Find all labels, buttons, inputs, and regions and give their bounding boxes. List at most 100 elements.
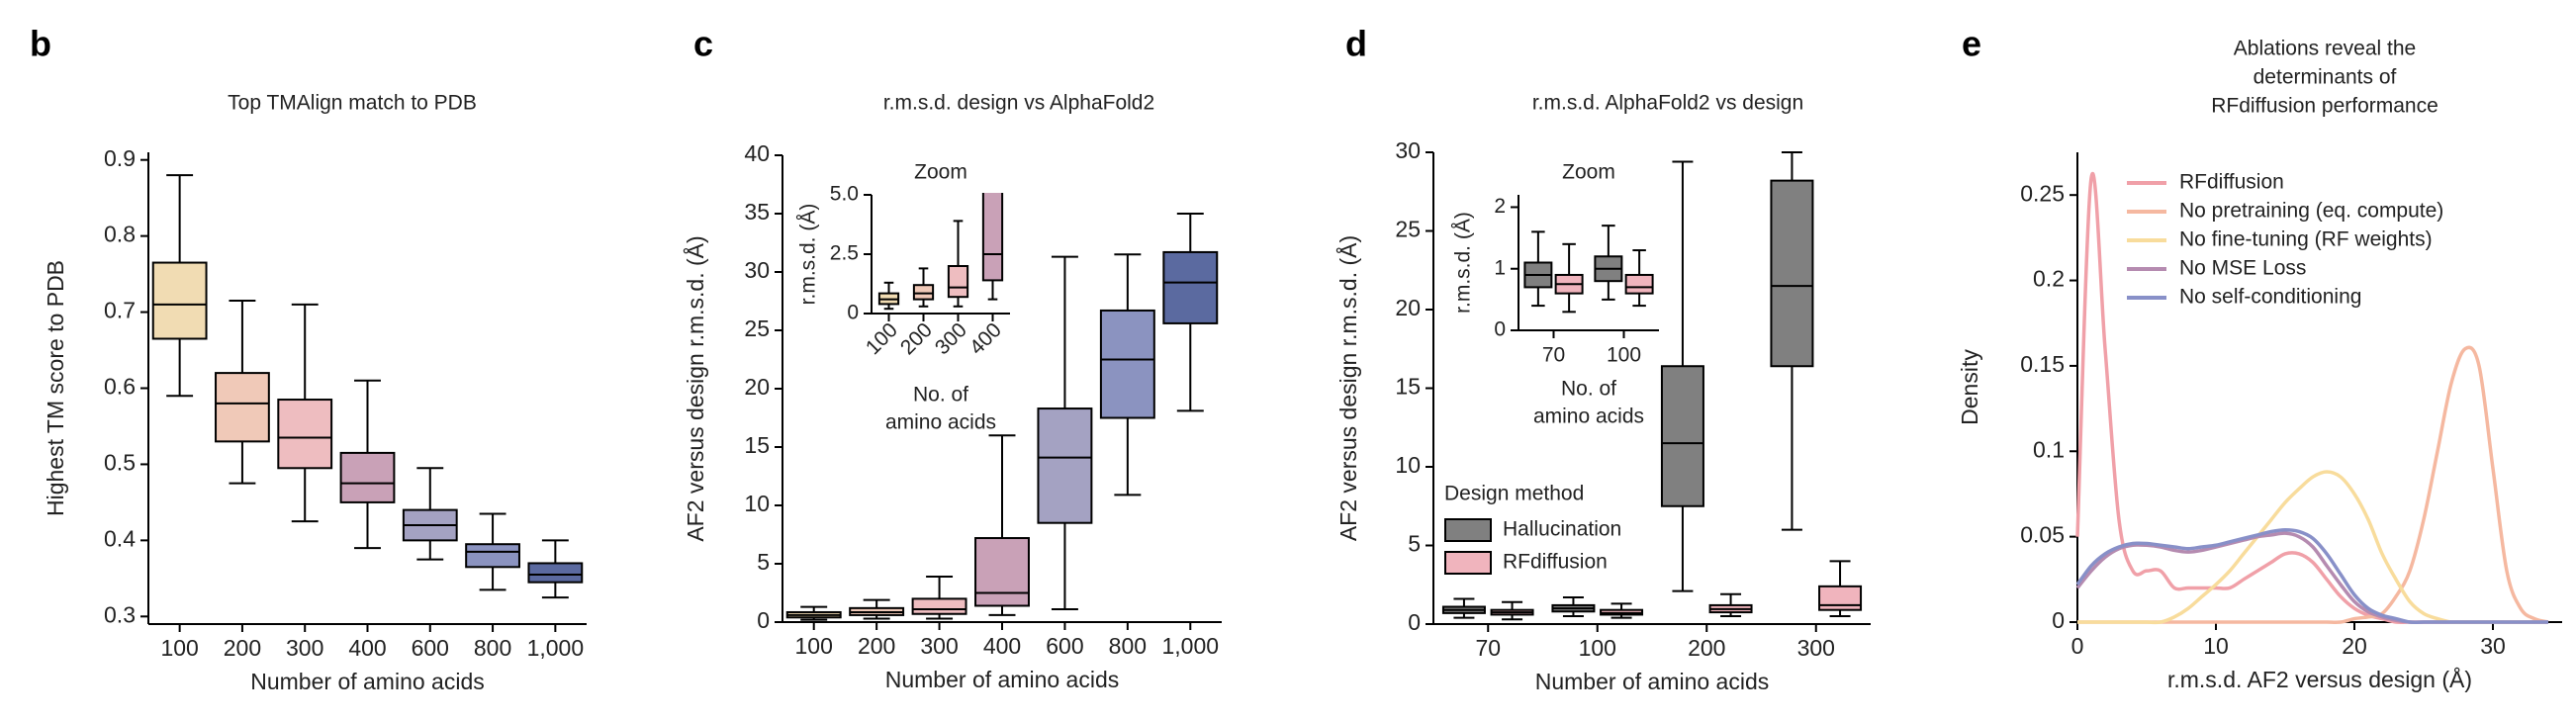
y-tick-label: 0.15 <box>2020 351 2065 377</box>
inset: 0 1 2 70 100 <box>1494 195 1659 367</box>
x-tick-label: 300 <box>920 633 958 659</box>
inset-x-label: No. of <box>1561 378 1616 401</box>
y-tick-label: 2.5 <box>830 242 859 265</box>
y-axis-label: Density <box>1957 349 1982 425</box>
x-axis-label: Number of amino acids <box>885 667 1120 692</box>
plot-area <box>877 193 1004 311</box>
x-tick-label: 30 <box>2480 633 2506 659</box>
box <box>151 261 208 340</box>
box <box>1624 273 1654 295</box>
y-tick-label: 0.2 <box>2033 266 2065 292</box>
x-tick-label: 200 <box>858 633 895 659</box>
inset-y-label: r.m.s.d. (Å) <box>1452 212 1475 314</box>
x-tick-label: 600 <box>412 635 449 661</box>
inset-x-label: No. of <box>913 384 968 406</box>
box <box>465 543 520 569</box>
box <box>527 562 584 584</box>
box <box>1770 179 1814 368</box>
box <box>912 284 935 301</box>
box <box>947 265 969 299</box>
x-tick-label: 10 <box>2203 633 2229 659</box>
panel-letter: c <box>693 24 713 64</box>
box <box>981 193 1004 282</box>
density-line <box>2075 527 2548 625</box>
box <box>1818 585 1863 611</box>
y-tick-label: 35 <box>744 199 770 225</box>
x-tick-label: 400 <box>983 633 1021 659</box>
y-tick-label: 40 <box>744 140 770 166</box>
x-axis-label: r.m.s.d. AF2 versus design (Å) <box>2167 666 2472 692</box>
density-line <box>2075 531 2548 624</box>
y-axis-label: Highest TM score to PDB <box>43 260 68 516</box>
box <box>974 537 1030 607</box>
chart-title: RFdiffusion performance <box>2211 95 2438 118</box>
x-tick-label: 1,000 <box>1162 633 1220 659</box>
y-axis-label: AF2 versus design r.m.s.d. (Å) <box>682 235 708 541</box>
x-tick-label: 1,000 <box>527 635 585 661</box>
panel-letter: b <box>30 24 51 64</box>
x-tick-label: 70 <box>1475 635 1501 661</box>
y-tick-label: 0 <box>1494 318 1506 341</box>
y-tick-label: 0.25 <box>2020 180 2065 206</box>
box <box>1037 407 1093 524</box>
y-tick-label: 10 <box>1395 452 1421 478</box>
chart-title: r.m.s.d. design vs AlphaFold2 <box>883 92 1154 115</box>
x-axis-label: Number of amino acids <box>250 669 485 694</box>
x-tick-label: 70 <box>1542 344 1565 367</box>
y-tick-label: 25 <box>744 316 770 341</box>
y-tick-label: 0.05 <box>2020 522 2065 548</box>
y-tick-label: 0.9 <box>104 145 136 171</box>
y-tick-label: 5 <box>757 549 770 575</box>
plot-area <box>151 174 584 599</box>
legend-label: RFdiffusion <box>1503 551 1608 574</box>
y-axis-label: AF2 versus design r.m.s.d. (Å) <box>1334 235 1361 541</box>
plot-area <box>1441 151 1863 621</box>
legend-label: No MSE Loss <box>2179 257 2306 280</box>
box <box>215 372 270 443</box>
inset-x-label: amino acids <box>885 411 996 434</box>
chart-title: determinants of <box>2254 66 2397 89</box>
y-tick-label: 20 <box>744 374 770 400</box>
y-tick-label: 0 <box>757 607 770 633</box>
y-tick-label: 1 <box>1494 256 1506 279</box>
legend-label: Hallucination <box>1503 518 1621 541</box>
x-tick-label: 300 <box>1797 635 1835 661</box>
y-tick-label: 10 <box>744 491 770 516</box>
density-line <box>2077 345 2549 625</box>
legend-swatch <box>1444 518 1492 542</box>
x-tick-label: 800 <box>1109 633 1147 659</box>
legend-swatch <box>1444 551 1492 575</box>
chart-title: Top TMAlign match to PDB <box>228 92 477 115</box>
legend-label: No fine-tuning (RF weights) <box>2179 228 2433 251</box>
inset-x-label: amino acids <box>1533 406 1644 428</box>
legend-title: Design method <box>1444 483 1584 505</box>
y-tick-label: 0.8 <box>104 222 136 247</box>
inset-title: Zoom <box>1562 161 1615 184</box>
inset-y-label: r.m.s.d. (Å) <box>797 204 820 306</box>
x-tick-label: 100 <box>1607 344 1641 367</box>
box <box>1099 309 1155 419</box>
box <box>339 451 396 503</box>
x-tick-label: 100 <box>795 633 833 659</box>
y-tick-label: 0 <box>1408 609 1421 635</box>
plot-area <box>785 213 1219 621</box>
chart-title: Ablations reveal the <box>2234 38 2416 60</box>
x-tick-label: 200 <box>896 318 937 359</box>
box <box>1162 250 1219 324</box>
y-tick-label: 30 <box>1395 137 1421 163</box>
x-tick-label: 100 <box>160 635 198 661</box>
x-tick-label: 400 <box>966 318 1006 359</box>
y-tick-label: 0.7 <box>104 298 136 323</box>
legend-label: RFdiffusion <box>2179 171 2284 194</box>
y-tick-label: 25 <box>1395 217 1421 242</box>
y-tick-label: 0.6 <box>104 374 136 400</box>
y-tick-label: 5.0 <box>830 183 859 206</box>
panel-letter: e <box>1962 24 1981 64</box>
y-tick-label: 2 <box>1494 195 1506 218</box>
y-tick-label: 30 <box>744 257 770 283</box>
x-tick-label: 100 <box>1579 635 1616 661</box>
x-tick-label: 0 <box>2071 633 2084 659</box>
